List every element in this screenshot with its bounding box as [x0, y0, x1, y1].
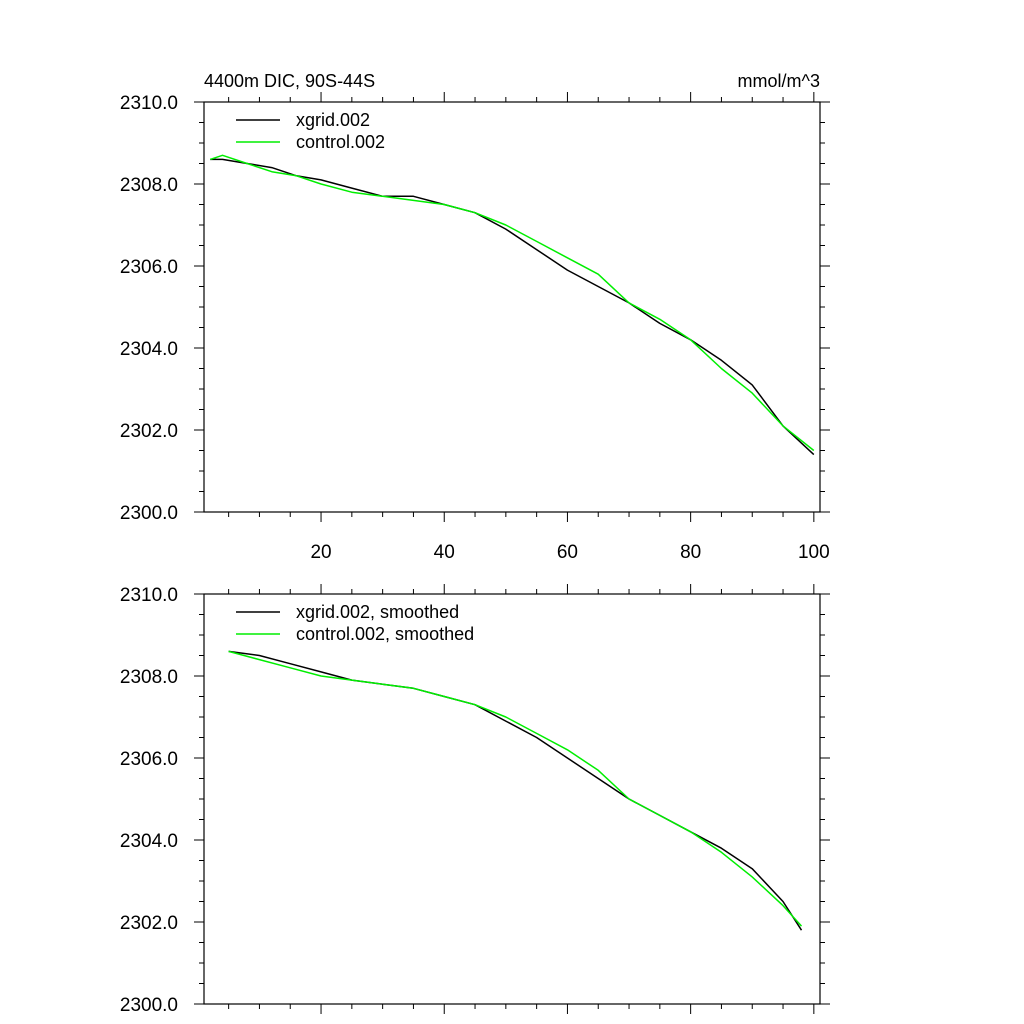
x-tick-label: 60 [557, 542, 578, 563]
y-tick-label: 2300.0 [120, 503, 178, 524]
legend-label: control.002, smoothed [296, 624, 474, 644]
x-axis-labels-top: 20 40 60 80 100 [310, 542, 829, 563]
series-line-control-002 [209, 154, 815, 452]
chart-panel-top: 4400m DIC, 90S-44S mmol/m^3 2300.0 2302.0… [120, 71, 830, 563]
y-tick-label: 2308.0 [120, 667, 178, 688]
series-line-xgrid-002 [210, 158, 815, 456]
legend-label: xgrid.002, smoothed [296, 602, 459, 622]
plot-frame-bottom [203, 593, 821, 1005]
y-tick-label: 2304.0 [120, 339, 178, 360]
y-axis-labels-top: 2300.0 2302.0 2304.0 2306.0 2308.0 2310.0 [120, 93, 178, 524]
y-axis-labels-bottom: 2300.0 2302.0 2304.0 2306.0 2308.0 2310.0 [120, 585, 178, 1016]
x-tick-label: 20 [310, 542, 331, 563]
legend-label: control.002 [296, 132, 385, 152]
y-tick-label: 2302.0 [120, 421, 178, 442]
axis-ticks-top [194, 92, 830, 522]
plot-frame-top [203, 101, 821, 513]
y-tick-label: 2308.0 [120, 175, 178, 196]
legend-label: xgrid.002 [296, 110, 370, 130]
series-layer-top [209, 154, 815, 456]
axis-ticks-bottom [194, 584, 830, 1014]
y-tick-label: 2302.0 [120, 913, 178, 934]
series-line-control-002-smoothed [228, 650, 803, 927]
series-line-xgrid-002-smoothed [228, 650, 803, 931]
x-tick-label: 100 [798, 542, 830, 563]
y-tick-label: 2306.0 [120, 257, 178, 278]
chart-title: 4400m DIC, 90S-44S [204, 71, 375, 91]
x-tick-label: 80 [680, 542, 701, 563]
chart-panel-bottom: 2300.0 2302.0 2304.0 2306.0 2308.0 2310.0 xgr… [120, 584, 830, 1016]
x-tick-label: 40 [434, 542, 455, 563]
y-tick-label: 2310.0 [120, 585, 178, 606]
units-label: mmol/m^3 [738, 71, 820, 91]
series-layer-bottom [228, 650, 803, 931]
y-tick-label: 2300.0 [120, 995, 178, 1016]
y-tick-label: 2304.0 [120, 831, 178, 852]
y-tick-label: 2306.0 [120, 749, 178, 770]
y-tick-label: 2310.0 [120, 93, 178, 114]
